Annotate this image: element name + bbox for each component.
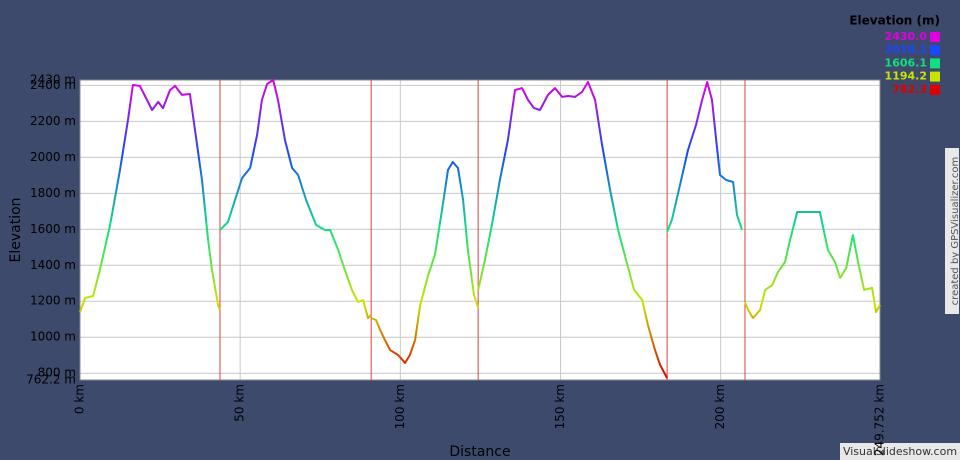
y-tick-label: 2000 m [30,150,76,164]
x-tick-label: 249.752 km [873,384,887,456]
x-tick-label: 150 km [553,384,567,429]
plot-area [80,80,880,380]
y-tick-label: 2430 m [30,73,76,87]
legend-swatch [930,71,940,82]
x-axis-label: Distance [449,444,510,460]
y-tick-label: 762.2 m [26,373,76,387]
y-tick-label: 1600 m [30,222,76,236]
legend-label: 2430.0 [885,30,928,43]
y-axis-label: Elevation [8,197,24,262]
legend-label: 1194.2 [885,70,927,83]
y-tick-label: 1000 m [30,330,76,344]
legend-swatch [930,58,940,69]
credit-box [945,148,959,314]
y-tick-label: 1200 m [30,294,76,308]
x-tick-label: 50 km [233,384,247,422]
y-tick-label: 800 m [38,366,76,380]
legend-label: 782.3 [892,83,927,96]
plot-border [79,79,881,381]
y-tick-label: 2400 m [30,78,76,92]
y-tick-label: 1400 m [30,258,76,272]
watermark: VisualSlideshow.com [843,445,957,458]
legend-swatch [930,84,940,95]
legend-label: 1606.1 [885,56,927,69]
legend-swatch [930,32,940,42]
x-tick-label: 0 km [73,384,87,414]
y-tick-label: 2200 m [30,114,76,128]
legend-title: Elevation (m) [849,14,940,28]
watermark-box [840,443,960,460]
credit: created by GPSVisualizer.com [950,157,960,306]
legend-label: 2018.1 [885,43,927,56]
x-tick-label: 100 km [393,384,407,429]
legend-swatch [930,45,940,56]
y-tick-label: 1800 m [30,186,76,200]
x-tick-label: 200 km [713,384,727,429]
elevation-line [79,79,881,379]
